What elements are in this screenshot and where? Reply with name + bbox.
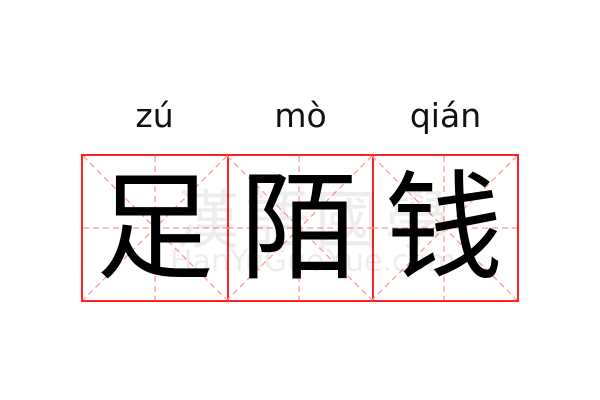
character-2: 陌 xyxy=(239,159,358,297)
character-1: 足 xyxy=(95,159,214,297)
character-3: 钱 xyxy=(384,159,503,297)
grid-cell: 陌 xyxy=(227,154,374,302)
pinyin-3: qián xyxy=(409,96,482,135)
pinyin-1: zú xyxy=(135,96,174,135)
character-grid: 足 陌 钱 xyxy=(81,154,519,302)
grid-cell: 足 xyxy=(81,154,229,302)
guide-lines xyxy=(227,156,372,300)
guide-lines xyxy=(83,156,227,300)
grid-cell: 钱 xyxy=(372,154,519,302)
guide-lines xyxy=(372,156,517,300)
pinyin-2: mò xyxy=(274,96,327,135)
